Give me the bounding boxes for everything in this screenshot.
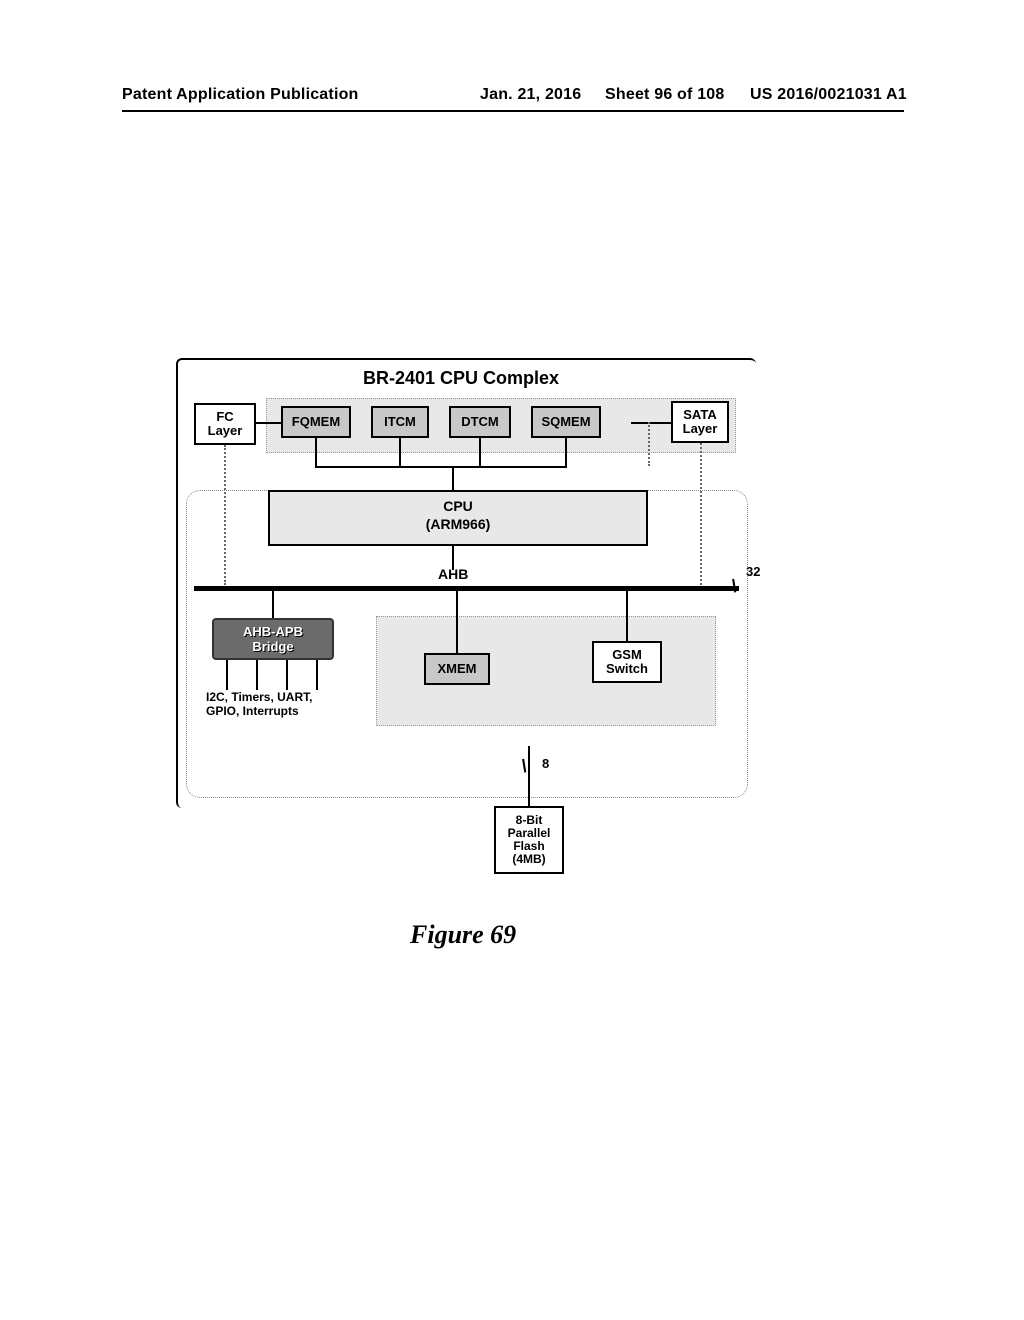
- dtcm-block: DTCM: [449, 406, 511, 438]
- xmem-vline: [456, 591, 458, 653]
- sqmem-vline: [565, 438, 567, 468]
- cpu-drop-vline: [452, 466, 454, 490]
- cpu-label-1: CPU: [268, 498, 648, 514]
- header-sheet: Sheet 96 of 108: [605, 86, 725, 104]
- cpu-label-2: (ARM966): [268, 516, 648, 532]
- header-date: Jan. 21, 2016: [480, 86, 581, 104]
- fc-fqmem-line: [256, 422, 281, 424]
- fc-layer-block: FC Layer: [194, 403, 256, 445]
- page: Patent Application Publication Jan. 21, …: [0, 0, 1024, 1320]
- xmem-block: XMEM: [424, 653, 490, 685]
- sqmem-block: SQMEM: [531, 406, 601, 438]
- header-publication: Patent Application Publication: [122, 86, 359, 104]
- diagram-title: BR-2401 CPU Complex: [176, 368, 746, 389]
- gsm-vline: [626, 591, 628, 641]
- periph-vline-3: [286, 660, 288, 690]
- gsm-switch-block: GSM Switch: [592, 641, 662, 683]
- sata-dotted-line: [648, 422, 650, 466]
- top-connect-hline: [315, 466, 567, 468]
- sata-dotted-line-2: [700, 443, 702, 585]
- peripherals-label: I2C, Timers, UART, GPIO, Interrupts: [206, 690, 312, 719]
- ahb-label: AHB: [438, 566, 468, 582]
- fqmem-vline: [315, 438, 317, 468]
- dtcm-vline: [479, 438, 481, 468]
- fqmem-block: FQMEM: [281, 406, 351, 438]
- figure-label: Figure 69: [410, 920, 516, 950]
- bridge-vline: [272, 591, 274, 618]
- bridge-line2: Bridge: [252, 639, 293, 654]
- header-number: US 2016/0021031 A1: [750, 86, 907, 104]
- ahb-bus: [194, 586, 739, 591]
- bus-width-32: 32: [746, 564, 760, 579]
- header-rule: [122, 110, 904, 112]
- sata-sqmem-line: [631, 422, 671, 424]
- sata-layer-block: SATA Layer: [671, 401, 729, 443]
- bridge-line1: AHB-APB: [243, 624, 303, 639]
- cpu-complex-diagram: BR-2401 CPU Complex FC Layer FQMEM ITCM …: [176, 358, 756, 898]
- bus-width-8: 8: [542, 756, 549, 771]
- itcm-block: ITCM: [371, 406, 429, 438]
- periph-vline-1: [226, 660, 228, 690]
- periph-vline-4: [316, 660, 318, 690]
- ahb-apb-bridge: AHB-APB Bridge: [212, 618, 334, 660]
- itcm-vline: [399, 438, 401, 468]
- fc-dotted-line: [224, 445, 226, 585]
- periph-vline-2: [256, 660, 258, 690]
- flash-block: 8-Bit Parallel Flash (4MB): [494, 806, 564, 874]
